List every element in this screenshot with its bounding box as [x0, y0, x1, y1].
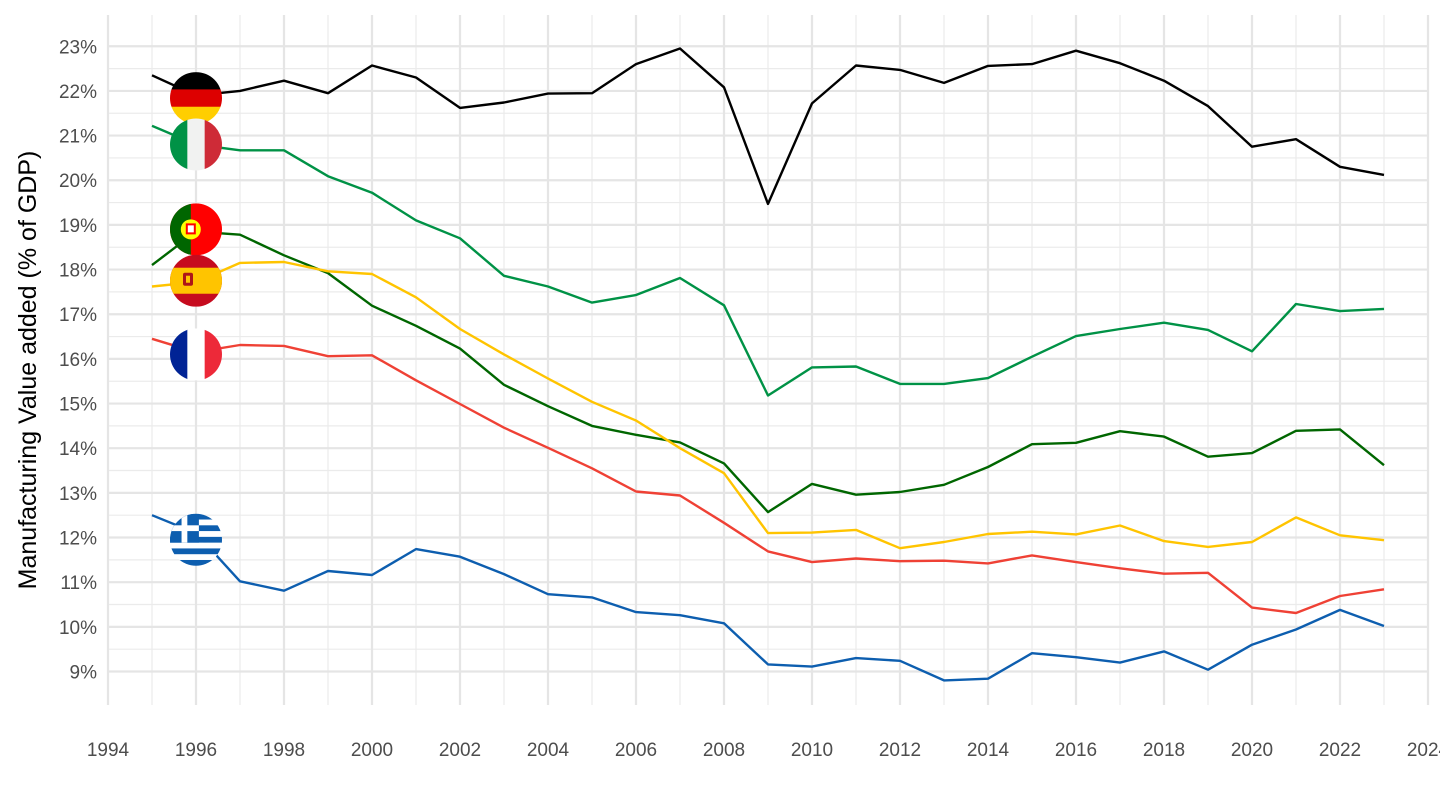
y-tick-label: 16%	[59, 350, 97, 371]
x-tick-label: 2004	[527, 740, 570, 761]
x-tick-label: 1998	[263, 740, 305, 761]
y-tick-label: 19%	[59, 216, 97, 237]
y-tick-label: 21%	[59, 127, 97, 148]
y-tick-label: 13%	[59, 484, 97, 505]
y-tick-label: 10%	[59, 618, 97, 639]
x-tick-label: 2016	[1055, 740, 1097, 761]
y-tick-label: 11%	[60, 573, 97, 594]
series-line-spain	[151, 260, 1385, 550]
y-axis-title: Manufacturing Value added (% of GDP)	[14, 151, 42, 590]
y-tick-label: 20%	[59, 171, 97, 192]
y-axis: 9% 10% 11% 12% 13% 14% 15% 16% 17% 18% 19% 20% 21% 22…	[59, 37, 97, 683]
y-tick-label: 23%	[59, 37, 97, 58]
x-tick-label: 1996	[175, 740, 217, 761]
flag-greece-icon	[170, 513, 222, 566]
x-tick-label: 2014	[967, 740, 1010, 761]
x-tick-label: 1994	[87, 740, 130, 761]
series-line-germany	[151, 47, 1385, 206]
y-tick-label: 22%	[59, 82, 97, 103]
x-tick-label: 2006	[615, 740, 657, 761]
series-line-italy	[151, 124, 1385, 397]
y-tick-label: 17%	[59, 305, 97, 326]
x-tick-label: 2002	[439, 740, 481, 761]
y-tick-label: 12%	[59, 529, 97, 550]
x-tick-label: 2022	[1319, 740, 1361, 761]
flag-france-icon	[170, 328, 222, 381]
x-tick-label: 2020	[1231, 740, 1273, 761]
flag-portugal-icon	[170, 203, 222, 256]
grid	[106, 15, 1430, 705]
y-tick-label: 18%	[59, 261, 97, 282]
flag-italy-icon	[170, 118, 222, 171]
x-tick-label: 2010	[791, 740, 833, 761]
flag-germany-icon	[170, 72, 222, 125]
x-tick-label: 2012	[879, 740, 921, 761]
series-line-portugal	[151, 230, 1385, 514]
y-tick-label: 14%	[59, 439, 97, 460]
y-tick-label: 9%	[70, 663, 98, 684]
series-lines	[151, 47, 1385, 682]
x-tick-label: 2000	[351, 740, 393, 761]
x-tick-label: 2008	[703, 740, 745, 761]
series-line-greece	[151, 514, 1385, 682]
y-tick-label: 15%	[59, 395, 97, 416]
x-axis: 1994 1996 1998 2000 2002 2004 2006 2008 2010 2012…	[87, 740, 1440, 761]
flag-icons	[170, 72, 222, 566]
flag-spain-icon	[170, 254, 222, 307]
x-tick-label: 2018	[1143, 740, 1185, 761]
series-line-france	[151, 337, 1385, 615]
x-tick-label: 2024	[1407, 740, 1440, 761]
